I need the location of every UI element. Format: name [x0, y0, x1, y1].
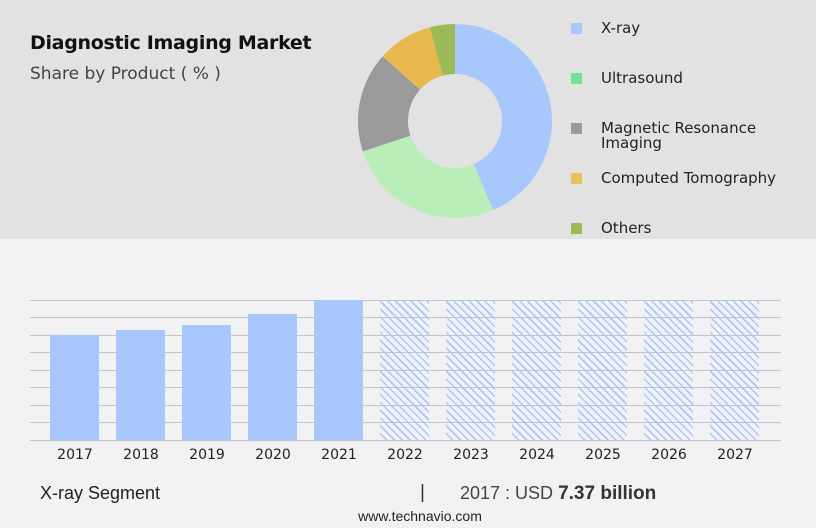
bar-2021 [314, 300, 363, 440]
source-url[interactable]: www.technavio.com [358, 508, 482, 524]
donut-slice-ultrasound [362, 135, 494, 218]
value-amount: 7.37 billion [558, 483, 657, 504]
donut-slice-others [429, 24, 455, 76]
chart-title: Diagnostic Imaging Market [30, 32, 312, 54]
top-panel: Diagnostic Imaging Market Share by Produ… [0, 0, 816, 239]
legend-item-others: Others [570, 214, 801, 236]
x-tick-label: 2021 [321, 447, 357, 463]
x-tick-label: 2020 [255, 447, 291, 463]
bar-2024 [512, 300, 561, 440]
donut-slice-magnetic-resonance-imaging [358, 56, 420, 152]
legend-item-ct: Computed Tomography [570, 164, 801, 186]
bar-2017 [50, 335, 99, 440]
bar-2023 [446, 300, 495, 440]
gridline [30, 440, 781, 441]
legend-item-xray: X-ray [570, 14, 801, 36]
bar-2018 [116, 330, 165, 440]
legend-label: Ultrasound [601, 69, 683, 87]
bar-2020 [248, 314, 297, 440]
legend-swatch-icon [571, 123, 582, 134]
legend-swatch-icon [571, 73, 582, 84]
legend-label: X-ray [601, 19, 641, 37]
bar-2026 [644, 300, 693, 440]
legend-item-ultrasound: Ultrasound [570, 64, 801, 86]
footer-separator: | [420, 482, 425, 503]
x-tick-label: 2024 [519, 447, 555, 463]
legend-label: Magnetic Resonance Imaging [601, 119, 757, 152]
bar-2022 [380, 300, 429, 440]
chart-subtitle: Share by Product ( % ) [30, 64, 221, 84]
x-tick-label: 2027 [717, 447, 753, 463]
bar-2025 [578, 300, 627, 440]
bar-2027 [710, 300, 759, 440]
segment-label: X-ray Segment [40, 483, 161, 503]
legend-swatch-icon [571, 23, 582, 34]
x-tick-label: 2023 [453, 447, 489, 463]
donut-chart [358, 24, 552, 218]
x-tick-label: 2018 [123, 447, 159, 463]
legend-swatch-icon [571, 223, 582, 234]
x-tick-label: 2025 [585, 447, 621, 463]
donut-slice-x-ray [455, 24, 552, 211]
legend-swatch-icon [571, 173, 582, 184]
x-tick-label: 2022 [387, 447, 423, 463]
legend-label: Others [601, 219, 652, 237]
segment-value: 2017 : USD 7.37 billion [460, 483, 656, 505]
value-prefix: 2017 : USD [460, 483, 554, 503]
legend-label: Computed Tomography [601, 169, 777, 187]
x-tick-label: 2019 [189, 447, 225, 463]
x-tick-label: 2026 [651, 447, 687, 463]
x-tick-label: 2017 [57, 447, 93, 463]
bar-chart: 2017 2018 2019 2020 2021 2022 2023 2024 2025 2026… [0, 290, 816, 470]
legend-item-mri: Magnetic Resonance Imaging [570, 114, 776, 151]
donut-slice-computed-tomography [382, 27, 443, 90]
bar-2019 [182, 325, 231, 440]
